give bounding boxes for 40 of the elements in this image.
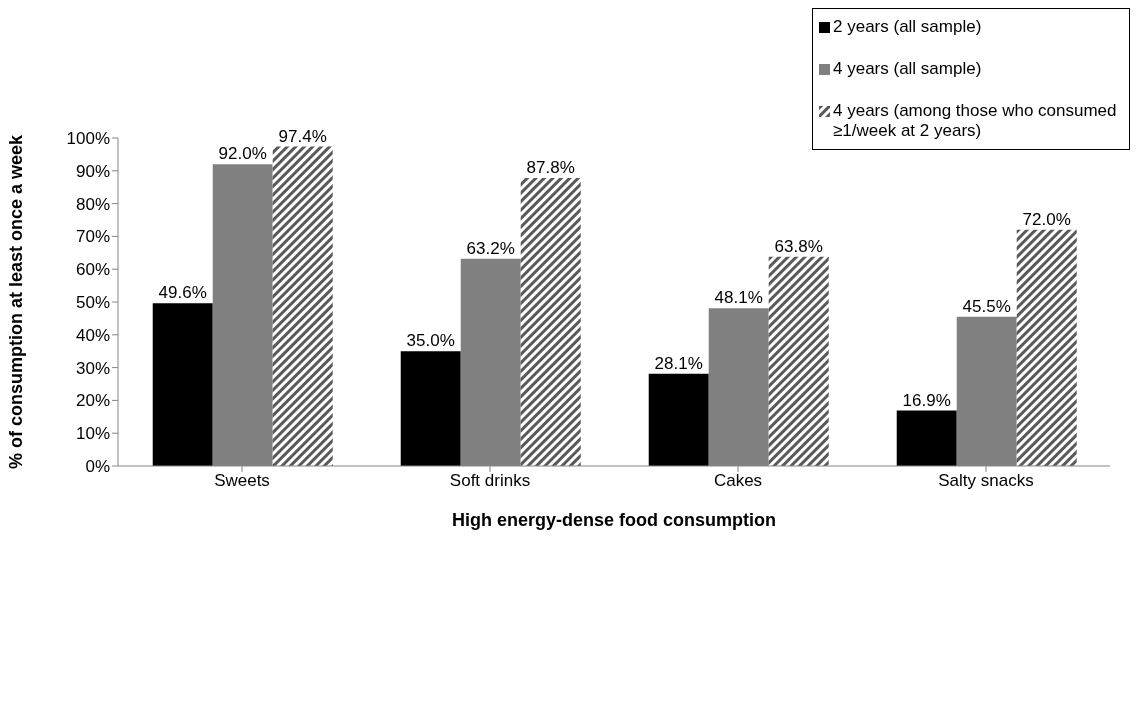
data-label: 92.0% [218,144,267,164]
bar [400,351,461,466]
bar [648,373,709,466]
x-tick-label: Sweets [214,471,270,491]
data-label: 28.1% [654,353,703,373]
y-tick-label: 10% [75,424,110,444]
data-label: 49.6% [158,283,207,303]
y-axis-title: % of consumption at least once a week [6,133,27,470]
x-tick-label: Soft drinks [449,471,531,491]
y-tick-label: 30% [75,358,110,378]
x-tick-label: Cakes [713,471,763,491]
y-tick-label: 0% [85,457,110,477]
data-label: 45.5% [962,296,1011,316]
x-tick-label: Salty snacks [938,471,1034,491]
bar [896,410,957,466]
data-label: 97.4% [278,126,327,146]
y-tick-label: 20% [75,391,110,411]
y-tick-label: 60% [75,260,110,280]
data-label: 72.0% [1022,209,1071,229]
data-label: 35.0% [406,331,455,351]
y-tick-label: 70% [75,227,110,247]
bar [152,303,213,466]
legend-label: 2 years (all sample) [833,17,982,37]
y-tick-label: 80% [75,194,110,214]
data-label: 63.2% [466,238,515,258]
y-tick-label: 50% [75,293,110,313]
bar [768,256,829,466]
y-tick-label: 100% [66,129,110,149]
x-axis-title: High energy-dense food consumption [451,510,777,530]
bar [272,146,333,466]
legend-label: 4 years (all sample) [833,59,982,79]
y-tick-label: 40% [75,325,110,345]
legend-label: 4 years (among those who consumed ≥1/week at 2 years) [833,101,1118,141]
data-label: 48.1% [714,288,763,308]
data-label: 16.9% [902,390,951,410]
bar [1016,229,1077,466]
data-label: 87.8% [526,158,575,178]
bar [520,178,581,466]
y-tick-label: 90% [75,161,110,181]
data-label: 63.8% [774,236,823,256]
